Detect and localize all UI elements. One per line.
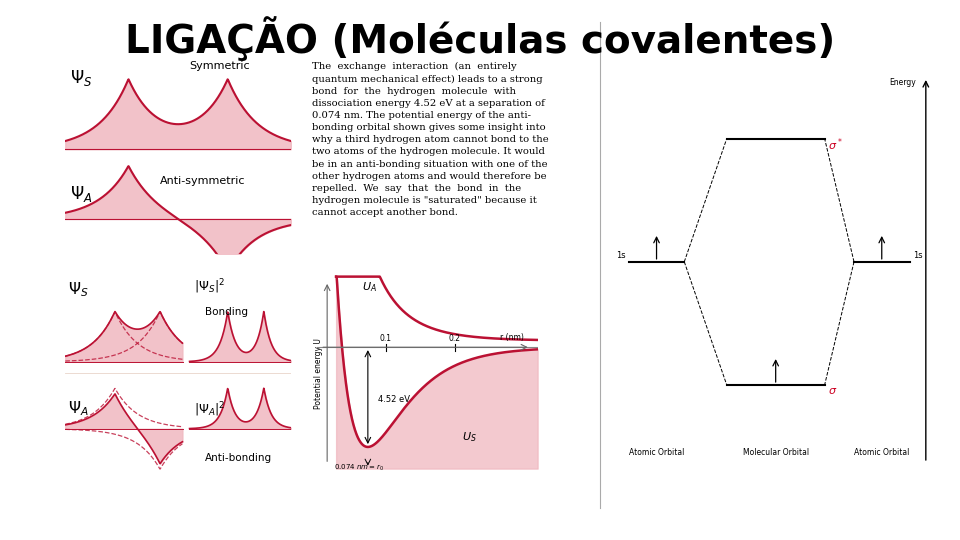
Text: $\Psi_S$: $\Psi_S$ — [70, 68, 92, 87]
Text: $|\Psi_A|^2$: $|\Psi_A|^2$ — [194, 400, 226, 419]
Text: LIGAÇÃO (Moléculas covalentes): LIGAÇÃO (Moléculas covalentes) — [125, 16, 835, 61]
Text: $U_S$: $U_S$ — [462, 430, 476, 444]
Text: Energy: Energy — [889, 78, 916, 87]
Text: 1s: 1s — [913, 251, 923, 260]
Text: 4.52 eV: 4.52 eV — [377, 395, 410, 404]
Text: $|\Psi_S|^2$: $|\Psi_S|^2$ — [194, 277, 225, 296]
Text: 0.2: 0.2 — [449, 334, 461, 342]
Text: $U_A$: $U_A$ — [362, 280, 376, 294]
Text: Atomic Orbital: Atomic Orbital — [854, 448, 909, 457]
Text: Symmetric: Symmetric — [189, 61, 250, 71]
Text: r (nm): r (nm) — [499, 333, 523, 341]
Text: $\Psi_A$: $\Psi_A$ — [70, 184, 92, 204]
Text: $\Psi_A$: $\Psi_A$ — [67, 400, 88, 419]
Text: Potential energy U: Potential energy U — [314, 338, 324, 409]
Text: Bonding: Bonding — [205, 307, 248, 317]
Text: 0.1: 0.1 — [380, 334, 392, 342]
Text: Atomic Orbital: Atomic Orbital — [629, 448, 684, 457]
Text: $\sigma^*$: $\sigma^*$ — [828, 137, 843, 153]
Text: Anti-symmetric: Anti-symmetric — [160, 176, 246, 186]
Text: $\sigma$: $\sigma$ — [828, 386, 837, 396]
Text: Molecular Orbital: Molecular Orbital — [743, 448, 808, 457]
Text: $\Psi_S$: $\Psi_S$ — [67, 281, 88, 299]
Text: 1s: 1s — [615, 251, 625, 260]
Text: The  exchange  interaction  (an  entirely
quantum mechanical effect) leads to a : The exchange interaction (an entirely qu… — [312, 62, 549, 217]
Text: Anti-bonding: Anti-bonding — [205, 453, 273, 463]
Text: $0.074\ nm = r_0$: $0.074\ nm = r_0$ — [334, 463, 384, 473]
